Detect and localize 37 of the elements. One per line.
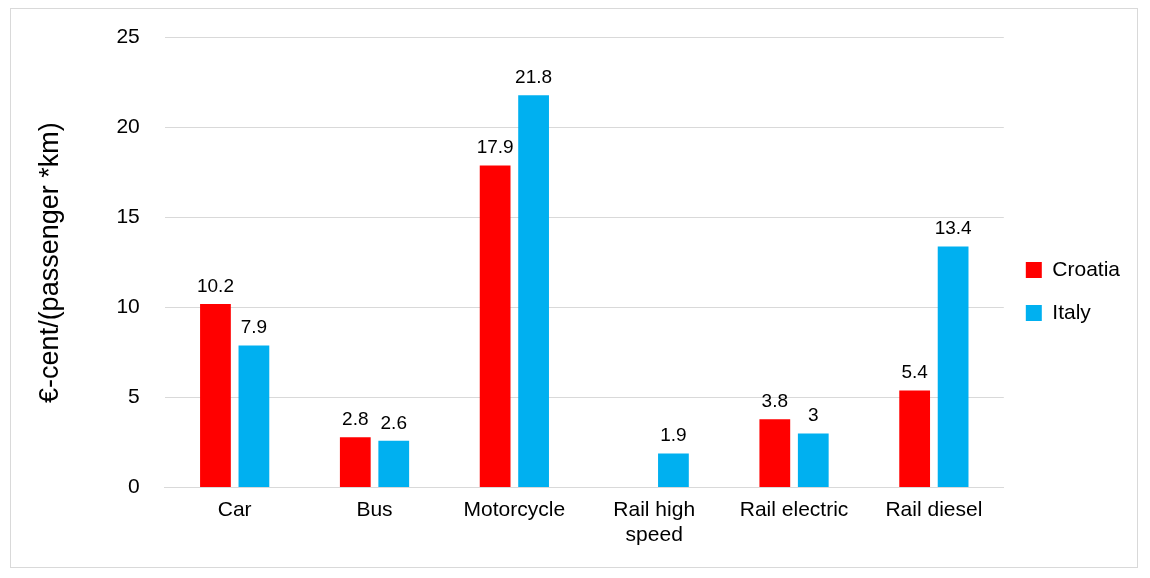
data-label: 2.6 <box>380 411 407 433</box>
y-tick-label: 5 <box>128 384 140 408</box>
data-label: 13.4 <box>934 217 973 239</box>
x-tick-label: Motorcycle <box>463 497 566 520</box>
y-tick-label: 15 <box>116 204 140 228</box>
y-tick-label: 25 <box>116 24 140 48</box>
bar <box>937 246 969 488</box>
data-label: 17.9 <box>476 136 514 158</box>
y-tick-label: 0 <box>128 474 140 498</box>
y-tick-label: 20 <box>116 114 140 138</box>
legend-label: Italy <box>1052 299 1092 323</box>
data-label: 2.8 <box>342 407 369 429</box>
x-tick-label: Car <box>217 497 252 520</box>
legend-label: Croatia <box>1052 256 1121 280</box>
bar <box>378 440 410 488</box>
data-label: 21.8 <box>515 65 553 87</box>
bar <box>238 345 270 488</box>
x-tick-label: Bus <box>356 497 393 520</box>
y-axis-title: €-cent/(passenger *km) <box>33 122 64 403</box>
x-tick-label: Rail electric <box>739 497 849 520</box>
x-tick-label: Rail high speed <box>613 497 696 546</box>
bar <box>518 95 549 488</box>
bar <box>339 437 371 488</box>
bar <box>200 304 231 488</box>
bar <box>759 419 791 488</box>
data-label: 1.9 <box>660 424 687 446</box>
bar <box>479 165 511 488</box>
bar <box>658 453 689 488</box>
data-label: 5.4 <box>901 361 929 383</box>
data-label: 3.8 <box>761 389 789 411</box>
data-label: 10.2 <box>196 274 234 296</box>
data-label: 3 <box>807 404 819 426</box>
bar <box>797 433 829 488</box>
x-tick-label: Rail diesel <box>885 497 983 520</box>
y-tick-label: 10 <box>116 294 140 318</box>
data-label: 7.9 <box>240 316 268 338</box>
bar <box>899 390 931 488</box>
